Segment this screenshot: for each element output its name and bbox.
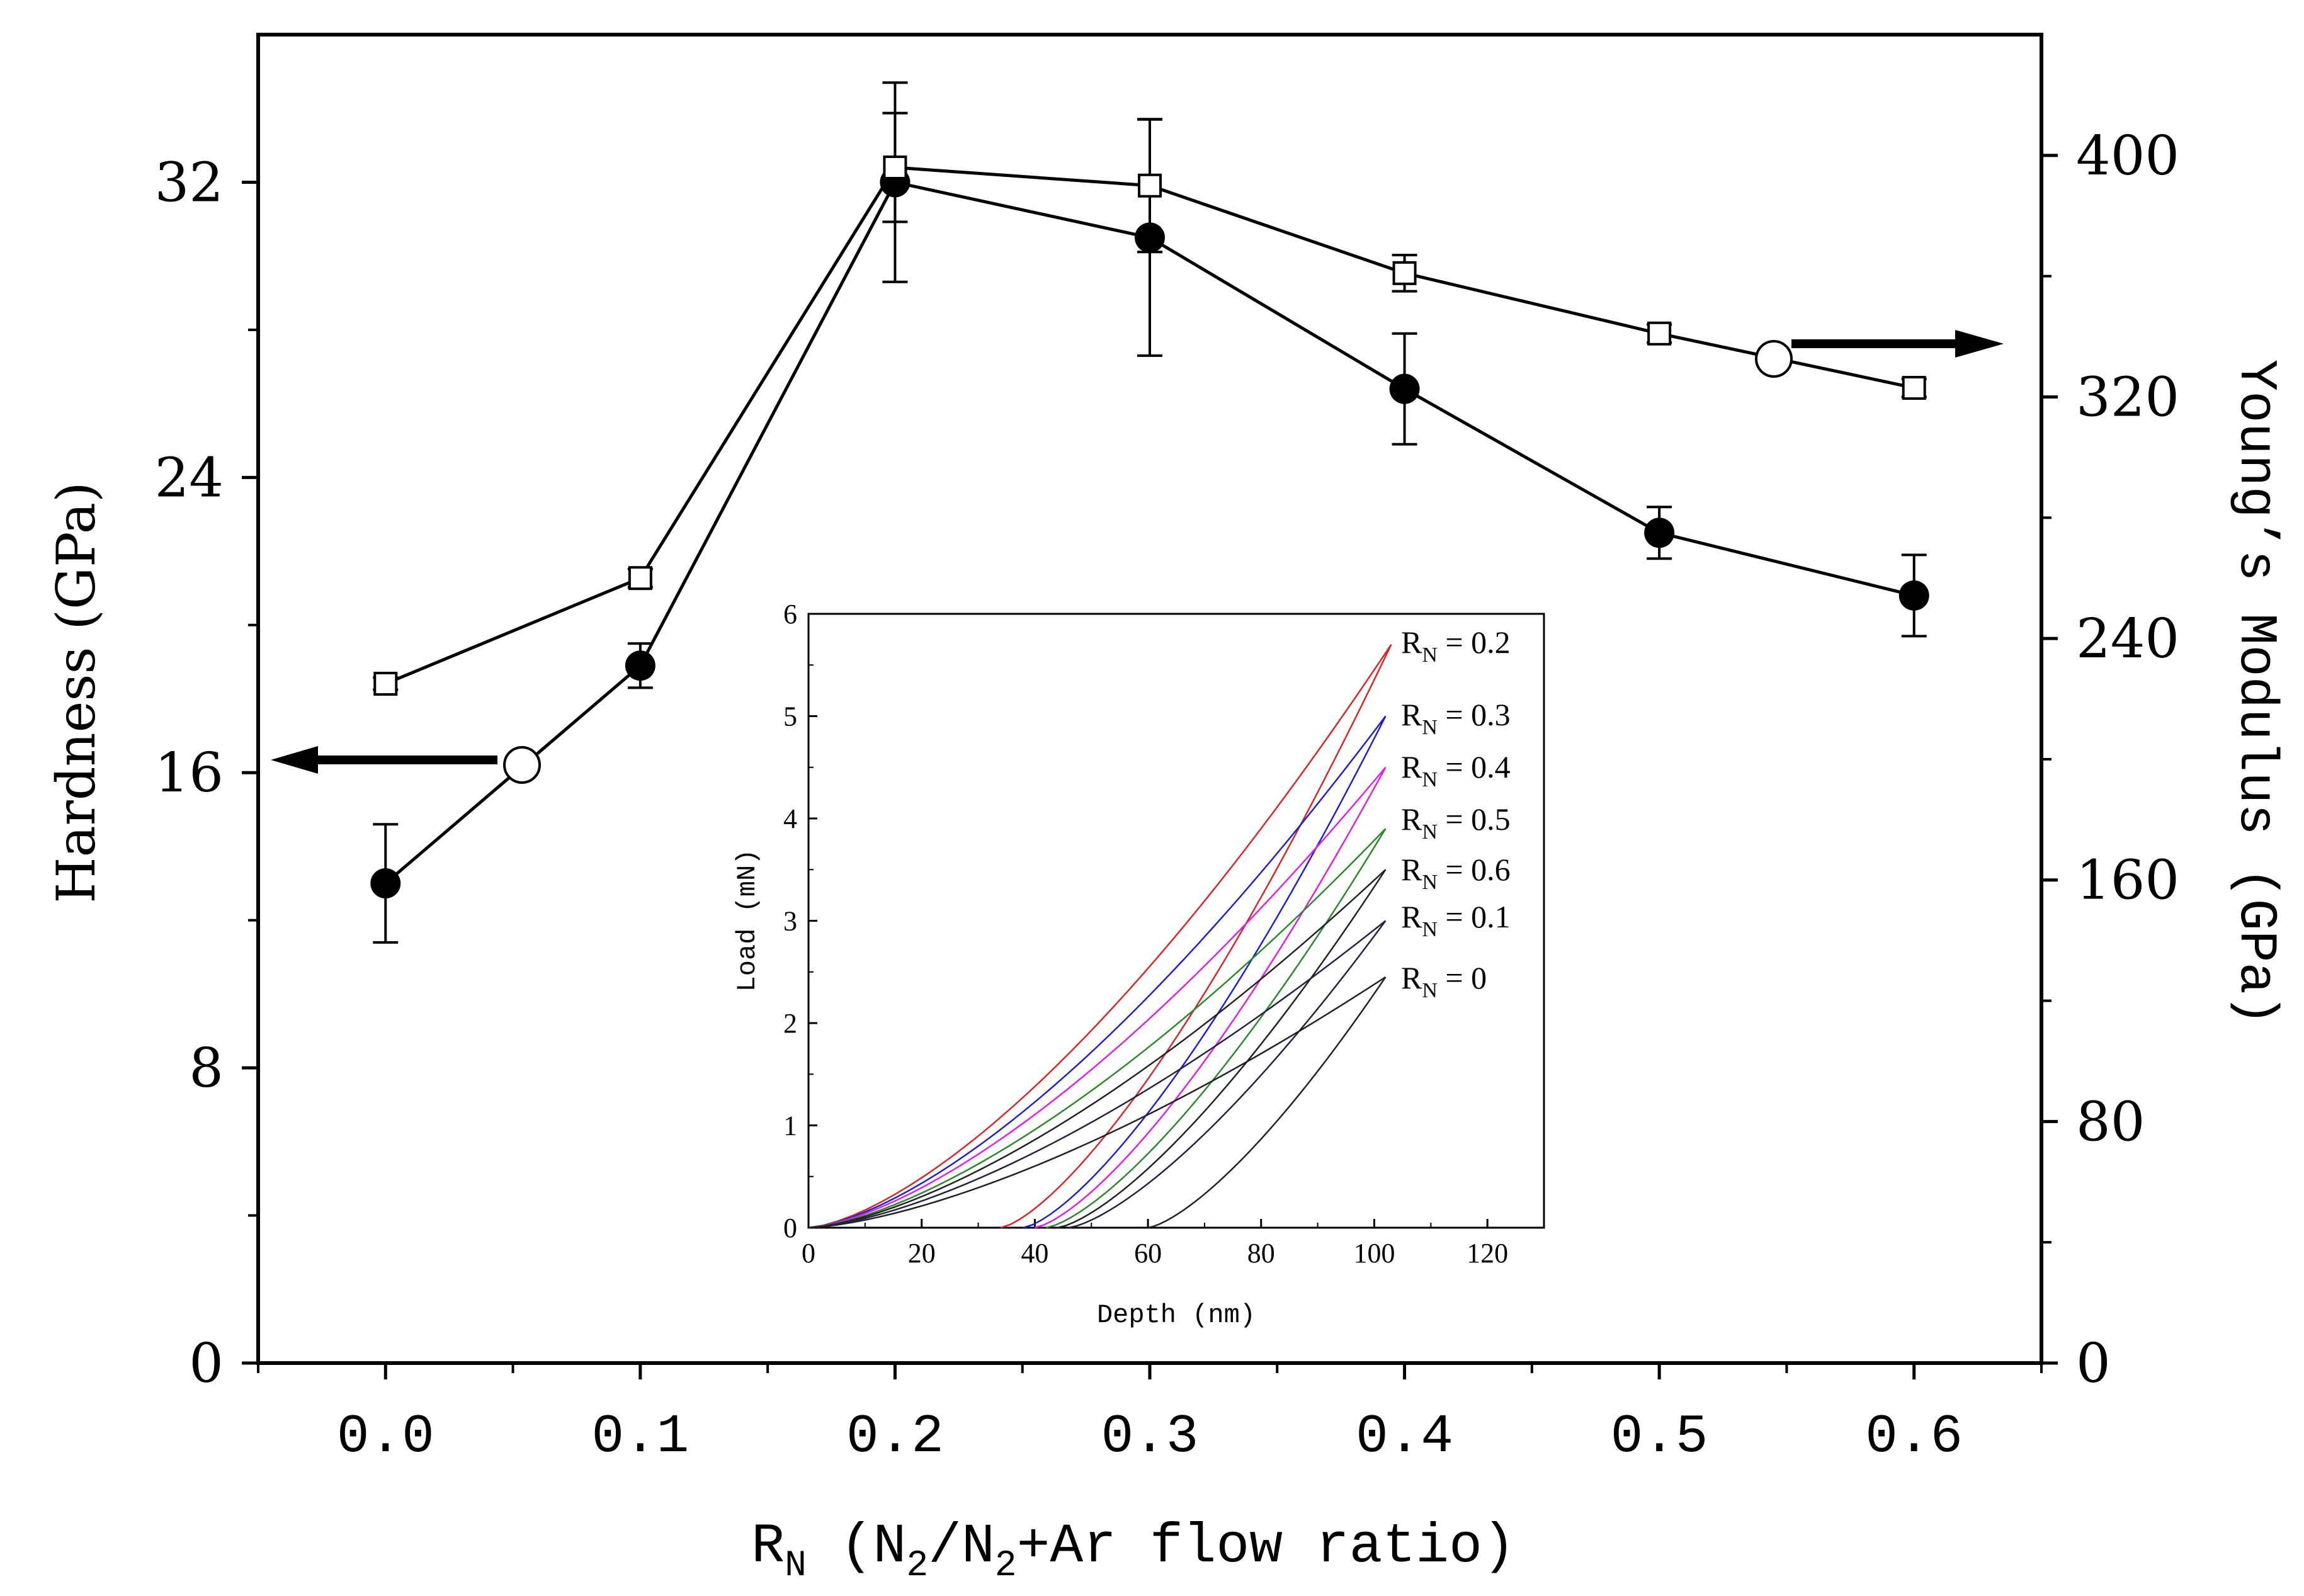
inset-x-label: Depth (nm) — [1097, 1300, 1256, 1330]
modulus-point — [1647, 321, 1672, 346]
inset-unloading-curve — [1035, 767, 1387, 1229]
main-data-marks — [370, 81, 1929, 944]
x-tick-label: 0.4 — [1356, 1406, 1453, 1468]
hardness-point — [625, 650, 655, 681]
inset-loading-curve — [808, 715, 1387, 1229]
inset-unloading-curve — [1046, 828, 1387, 1229]
y-left-tick-label: 8 — [189, 1037, 224, 1100]
modulus-point — [1138, 173, 1162, 198]
modulus-point — [883, 156, 907, 179]
inset-unloading-curve — [1057, 869, 1387, 1229]
hardness-point — [1389, 373, 1420, 404]
x-tick-label: 0.3 — [1101, 1406, 1199, 1468]
hardness-point — [1644, 518, 1675, 548]
inset-x-tick-label: 40 — [1021, 1238, 1048, 1269]
inset-x-tick-label: 120 — [1467, 1238, 1508, 1269]
inset-series-label: RN = 0.1 — [1401, 899, 1511, 941]
inset-x-tick-label: 0 — [802, 1238, 815, 1269]
inset-x-tick-label: 100 — [1353, 1238, 1395, 1269]
y-left-tick-label: 24 — [155, 446, 224, 509]
y-right-label: Young’s Modulus (GPa) — [2225, 359, 2285, 1026]
inset-plot-frame — [807, 613, 1545, 1229]
x-tick-label: 0.6 — [1865, 1406, 1963, 1468]
y-right-tick-label: 320 — [2076, 366, 2179, 429]
y-right-tick-label: 240 — [2076, 608, 2179, 671]
inset-series-label: RN = 0.4 — [1401, 749, 1511, 791]
x-tick-label: 0.1 — [591, 1406, 689, 1468]
inset-y-tick-label: 5 — [783, 701, 797, 732]
inset-loading-curve — [808, 766, 1387, 1229]
x-axis-label: RN (N2/N2+Ar flow ratio) — [751, 1516, 1515, 1587]
y-left-tick-label: 32 — [155, 151, 224, 214]
inset-y-label: Load (mN) — [732, 849, 763, 992]
y-left-tick-label: 16 — [155, 742, 224, 805]
modulus-point — [1902, 376, 1926, 400]
hardness-arrow — [271, 746, 541, 784]
inset-unloading-curve — [1069, 920, 1387, 1229]
y-right-tick-label: 80 — [2076, 1090, 2145, 1153]
y-right-tick-label: 160 — [2076, 849, 2179, 912]
inset-unloading-curve — [1147, 976, 1387, 1229]
hardness-point — [370, 868, 401, 899]
inset-x-tick-label: 80 — [1247, 1238, 1275, 1269]
inset-y-tick-label: 2 — [783, 1008, 797, 1039]
inset-loading-curve — [808, 976, 1387, 1229]
inset-loading-curve — [808, 869, 1387, 1229]
inset-y-tick-label: 6 — [783, 599, 797, 630]
inset-x-tick-label: 20 — [908, 1238, 936, 1269]
modulus-point — [1392, 261, 1417, 285]
modulus-point — [373, 672, 398, 696]
inset-series-label: RN = 0 — [1401, 960, 1487, 1002]
inset-series-label: RN = 0.6 — [1401, 852, 1511, 894]
inset-y-tick-label: 4 — [783, 803, 797, 834]
y-left-label: Hardness (GPa) — [45, 482, 107, 903]
x-tick-label: 0.2 — [846, 1406, 944, 1468]
inset-series-label: RN = 0.2 — [1401, 625, 1511, 667]
inset-axes: 0 20 40 60 80 100 120 0 1 2 3 4 5 6 — [783, 599, 1508, 1269]
inset-y-tick-label: 1 — [783, 1111, 797, 1141]
inset-y-tick-label: 0 — [783, 1213, 797, 1243]
hardness-point — [1898, 580, 1929, 611]
inset-unloading-curve — [1001, 644, 1392, 1229]
inset-series-label: RN = 0.3 — [1401, 697, 1511, 739]
inset-loading-curve — [808, 920, 1387, 1229]
x-tick-label: 0.5 — [1611, 1406, 1708, 1468]
main-axes: 0.0 0.1 0.2 0.3 0.4 0.5 0.60816243208016024032… — [155, 125, 2180, 1468]
y-right-tick-label: 400 — [2076, 125, 2179, 188]
inset-data-marks: RN = 0.2 RN = 0.3 RN = 0.4 RN = 0.5 RN = 0.6… — [808, 625, 1511, 1229]
inset-y-tick-label: 3 — [783, 906, 797, 937]
inset-loading-curve — [808, 644, 1392, 1229]
x-tick-label: 0.0 — [337, 1406, 434, 1468]
modulus-arrow — [1755, 330, 2004, 378]
y-right-tick-label: 0 — [2076, 1332, 2111, 1395]
inset-x-tick-label: 60 — [1134, 1238, 1162, 1269]
inset-series-label: RN = 0.5 — [1401, 801, 1511, 844]
inset-loading-curve — [808, 828, 1387, 1229]
y-left-tick-label: 0 — [189, 1332, 224, 1395]
modulus-point — [628, 566, 652, 591]
inset-unloading-curve — [1023, 715, 1387, 1229]
